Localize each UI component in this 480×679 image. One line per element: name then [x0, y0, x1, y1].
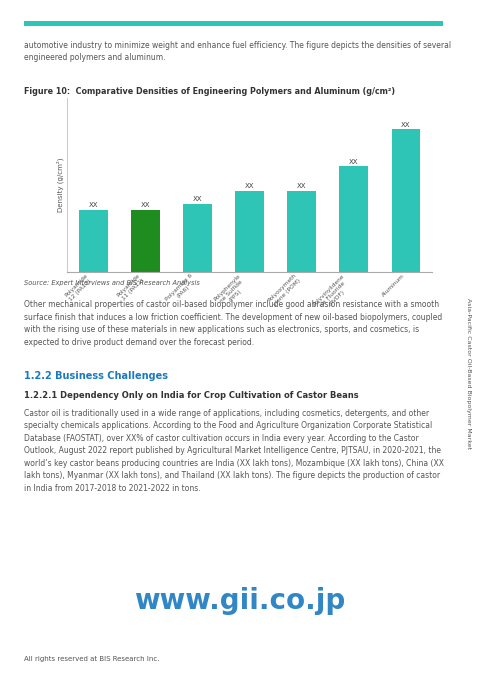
Text: XX: XX [297, 183, 306, 189]
Text: XX: XX [401, 122, 411, 128]
Text: www.gii.co.jp: www.gii.co.jp [134, 587, 346, 615]
Text: Source: Expert Interviews and BIS Research Analysis: Source: Expert Interviews and BIS Resear… [24, 280, 200, 286]
Y-axis label: Density (g/cm²): Density (g/cm²) [57, 158, 64, 213]
Bar [392, 130, 420, 272]
Text: XX: XX [88, 202, 98, 208]
Text: automotive industry to minimize weight and enhance fuel efficiency. The figure d: automotive industry to minimize weight a… [24, 41, 451, 62]
Text: Castor oil is traditionally used in a wide range of applications, including cosm: Castor oil is traditionally used in a wi… [24, 409, 444, 493]
Text: 1.2.2.1 Dependency Only on India for Crop Cultivation of Castor Beans: 1.2.2.1 Dependency Only on India for Cro… [24, 391, 359, 400]
Text: Asia-Pacific Castor Oil-Based Biopolymer Market: Asia-Pacific Castor Oil-Based Biopolymer… [466, 298, 470, 449]
Text: Other mechanical properties of castor oil-based biopolymer include good abrasion: Other mechanical properties of castor oi… [24, 300, 442, 346]
Text: Figure 10:  Comparative Densities of Engineering Polymers and Aluminum (g/cm²): Figure 10: Comparative Densities of Engi… [24, 87, 395, 96]
Bar [339, 166, 368, 272]
Text: XX: XX [245, 183, 254, 189]
Bar [183, 204, 212, 272]
Text: 1.2.2 Business Challenges: 1.2.2 Business Challenges [24, 371, 168, 381]
Bar [131, 210, 160, 272]
Bar [235, 191, 264, 272]
Bar [288, 191, 316, 272]
Text: XX: XX [193, 196, 202, 202]
Text: All rights reserved at BIS Research Inc.: All rights reserved at BIS Research Inc. [24, 656, 159, 662]
Text: XX: XX [141, 202, 150, 208]
Text: XX: XX [349, 159, 359, 164]
Bar [79, 210, 108, 272]
